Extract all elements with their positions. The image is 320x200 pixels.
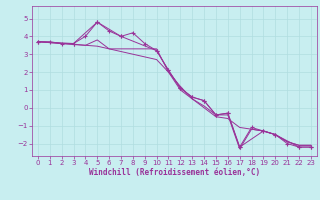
X-axis label: Windchill (Refroidissement éolien,°C): Windchill (Refroidissement éolien,°C) bbox=[89, 168, 260, 177]
